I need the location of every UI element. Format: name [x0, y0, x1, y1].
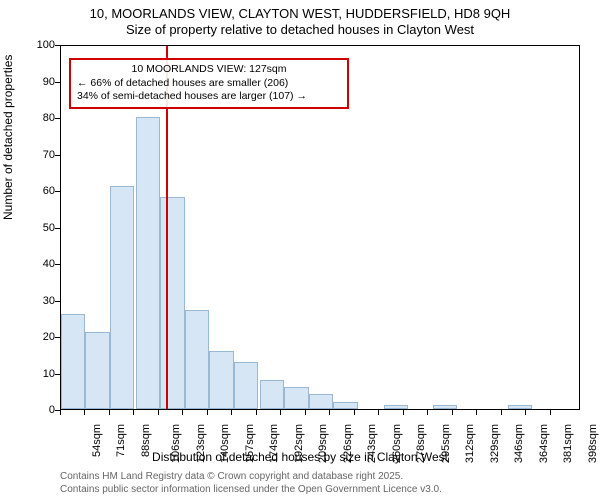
y-tick-mark — [55, 374, 60, 375]
y-tick-mark — [55, 191, 60, 192]
histogram-bar — [61, 314, 85, 409]
histogram-bar — [508, 405, 532, 409]
x-axis-label: Distribution of detached houses by size … — [0, 450, 600, 464]
histogram-bar — [160, 197, 184, 409]
y-tick-label: 40 — [43, 258, 55, 270]
x-tick-mark — [133, 410, 134, 415]
x-tick-mark — [378, 410, 379, 415]
y-tick-label: 30 — [43, 295, 55, 307]
y-tick-mark — [55, 301, 60, 302]
y-tick-mark — [55, 264, 60, 265]
y-axis-label: Number of detached properties — [1, 55, 15, 220]
x-tick-mark — [329, 410, 330, 415]
callout-box: 10 MOORLANDS VIEW: 127sqm← 66% of detach… — [69, 58, 349, 109]
x-tick-mark — [256, 410, 257, 415]
callout-line: 10 MOORLANDS VIEW: 127sqm — [77, 63, 341, 77]
x-tick-mark — [60, 410, 61, 415]
y-tick-label: 50 — [43, 222, 55, 234]
histogram-bar — [234, 362, 258, 409]
chart-container: 10, MOORLANDS VIEW, CLAYTON WEST, HUDDER… — [0, 0, 600, 500]
x-tick-mark — [476, 410, 477, 415]
histogram-bar — [209, 351, 233, 409]
histogram-bar — [260, 380, 284, 409]
attribution-line2: Contains public sector information licen… — [60, 483, 442, 496]
y-tick-mark — [55, 155, 60, 156]
y-tick-label: 100 — [37, 39, 55, 51]
x-tick-mark — [525, 410, 526, 415]
x-tick-mark — [207, 410, 208, 415]
y-tick-mark — [55, 228, 60, 229]
x-tick-mark — [452, 410, 453, 415]
chart-title: 10, MOORLANDS VIEW, CLAYTON WEST, HUDDER… — [0, 6, 600, 21]
y-tick-mark — [55, 45, 60, 46]
callout-line: ← 66% of detached houses are smaller (20… — [77, 77, 341, 91]
x-tick-mark — [403, 410, 404, 415]
histogram-bar — [333, 402, 357, 409]
x-tick-mark — [427, 410, 428, 415]
y-tick-label: 70 — [43, 149, 55, 161]
histogram-bar — [309, 394, 333, 409]
histogram-bar — [284, 387, 308, 409]
x-tick-mark — [305, 410, 306, 415]
x-tick-mark — [182, 410, 183, 415]
y-tick-label: 10 — [43, 368, 55, 380]
y-tick-label: 60 — [43, 185, 55, 197]
histogram-bar — [433, 405, 457, 409]
x-tick-mark — [84, 410, 85, 415]
plot-area: 10 MOORLANDS VIEW: 127sqm← 66% of detach… — [60, 45, 580, 410]
y-tick-mark — [55, 82, 60, 83]
histogram-bar — [136, 117, 160, 409]
chart-subtitle: Size of property relative to detached ho… — [0, 22, 600, 37]
x-tick-mark — [109, 410, 110, 415]
x-tick-mark — [354, 410, 355, 415]
histogram-bar — [110, 186, 134, 409]
attribution-text: Contains HM Land Registry data © Crown c… — [60, 470, 442, 496]
x-tick-mark — [158, 410, 159, 415]
callout-line: 34% of semi-detached houses are larger (… — [77, 90, 341, 104]
x-tick-mark — [280, 410, 281, 415]
y-tick-mark — [55, 337, 60, 338]
histogram-bar — [185, 310, 209, 409]
y-tick-label: 90 — [43, 76, 55, 88]
histogram-bar — [384, 405, 408, 409]
y-tick-mark — [55, 118, 60, 119]
histogram-bar — [85, 332, 109, 409]
y-tick-label: 80 — [43, 112, 55, 124]
x-tick-mark — [231, 410, 232, 415]
x-tick-mark — [550, 410, 551, 415]
x-tick-mark — [501, 410, 502, 415]
y-tick-label: 20 — [43, 331, 55, 343]
attribution-line1: Contains HM Land Registry data © Crown c… — [60, 470, 442, 483]
